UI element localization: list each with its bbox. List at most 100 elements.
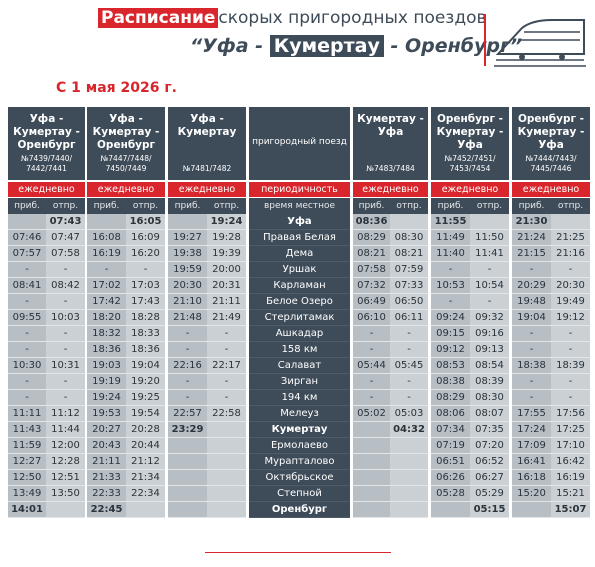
depart-time: 16:42	[551, 454, 590, 470]
depart-time: 07:58	[46, 246, 85, 262]
depart-time	[390, 454, 428, 470]
local-time-label: время местное	[249, 198, 350, 214]
train-periodicity: ежедневно	[87, 182, 165, 197]
station-name: Салават	[249, 358, 350, 374]
arrive-time: 19:27	[168, 230, 207, 246]
depart-time: 12:28	[46, 454, 85, 470]
arrive-time: 07:57	[8, 246, 46, 262]
train-numbers: №7483/7484	[366, 164, 415, 173]
arrive-time: 17:42	[87, 294, 126, 310]
arrive-time: 18:36	[87, 342, 126, 358]
arrive-time: 16:18	[512, 470, 551, 486]
depart-time: 10:54	[470, 278, 509, 294]
arrive-time: 11:43	[8, 422, 46, 438]
arrive-time: -	[8, 342, 46, 358]
arrive-time	[168, 486, 207, 502]
depart-time	[207, 438, 246, 454]
depart-time: 12:51	[46, 470, 85, 486]
arrive-time: 06:49	[353, 294, 390, 310]
train-header: Оренбург - Кумертау - Уфа №7452/7451/ 745…	[431, 107, 509, 180]
depart-time: -	[551, 390, 590, 406]
depart-time	[207, 470, 246, 486]
arrive-time: 18:20	[87, 310, 126, 326]
arrive-label: приб.	[8, 198, 46, 214]
depart-time: -	[551, 262, 590, 278]
station-name: Белое Озеро	[249, 294, 350, 310]
arrive-time	[168, 214, 207, 230]
depart-time: 11:44	[46, 422, 85, 438]
depart-time: 17:43	[126, 294, 165, 310]
arrive-time: 06:51	[431, 454, 470, 470]
arrive-time	[353, 422, 390, 438]
arrive-time: 18:32	[87, 326, 126, 342]
arrive-time: 11:11	[8, 406, 46, 422]
train-numbers: №7444/7443/ 7445/7446	[525, 154, 577, 173]
title-rest: скорых пригородных поездов	[218, 8, 487, 28]
station-name: Степной	[249, 486, 350, 502]
depart-time: -	[390, 374, 428, 390]
arrive-time	[353, 438, 390, 454]
depart-time: 05:15	[470, 502, 509, 518]
arrive-time: 15:20	[512, 486, 551, 502]
footer-line	[205, 552, 391, 553]
train-numbers: №7452/7451/ 7453/7454	[444, 154, 496, 173]
station-name: Кумертау	[249, 422, 350, 438]
arrive-time: 08:29	[353, 230, 390, 246]
train-route: Уфа - Кумертау - Оренбург	[13, 113, 80, 151]
arrive-time: -	[87, 262, 126, 278]
arrive-time: 17:55	[512, 406, 551, 422]
depart-time: 17:03	[126, 278, 165, 294]
depart-time: -	[46, 294, 85, 310]
route-start: “Уфа -	[190, 35, 270, 57]
depart-time: 21:11	[207, 294, 246, 310]
arrive-time	[353, 502, 390, 518]
train-route: Уфа - Кумертау	[177, 113, 237, 138]
arrive-time: 19:53	[87, 406, 126, 422]
depart-time: 09:13	[470, 342, 509, 358]
arrive-time	[8, 214, 46, 230]
station-name: Мелеуз	[249, 406, 350, 422]
depart-time: 20:30	[551, 278, 590, 294]
route-end: - Оренбург”	[383, 35, 523, 57]
arrive-time	[353, 486, 390, 502]
depart-time: 20:28	[126, 422, 165, 438]
arrive-time	[353, 454, 390, 470]
depart-time: 22:34	[126, 486, 165, 502]
arrive-time: -	[512, 342, 551, 358]
arrive-time: 12:27	[8, 454, 46, 470]
depart-time	[390, 438, 428, 454]
depart-time: -	[470, 262, 509, 278]
depart-time: -	[390, 390, 428, 406]
depart-time: -	[390, 342, 428, 358]
arrive-time: 09:55	[8, 310, 46, 326]
route-highlight: Кумертау	[269, 35, 384, 57]
arrive-time: 21:11	[87, 454, 126, 470]
arrive-time	[353, 470, 390, 486]
arrive-time: 19:59	[168, 262, 207, 278]
depart-time: -	[46, 374, 85, 390]
depart-time: 09:16	[470, 326, 509, 342]
arrive-time: 11:59	[8, 438, 46, 454]
depart-time: 22:58	[207, 406, 246, 422]
arrive-time: 14:01	[8, 502, 46, 518]
depart-time: 08:54	[470, 358, 509, 374]
arrive-time: 19:48	[512, 294, 551, 310]
arrive-time: 17:02	[87, 278, 126, 294]
arrive-time: 07:19	[431, 438, 470, 454]
arrive-time: 08:06	[431, 406, 470, 422]
depart-time: -	[390, 326, 428, 342]
arrive-time: 21:15	[512, 246, 551, 262]
title-highlight: Расписание	[98, 8, 219, 28]
arrive-time: 05:02	[353, 406, 390, 422]
depart-time: 19:39	[207, 246, 246, 262]
depart-time: 05:29	[470, 486, 509, 502]
arrive-time	[512, 502, 551, 518]
depart-time: -	[551, 374, 590, 390]
station-name: Оренбург	[249, 502, 350, 518]
arrive-label: приб.	[353, 198, 390, 214]
train-numbers: №7439/7440/ 7442/7441	[20, 154, 73, 173]
depart-time: 09:32	[470, 310, 509, 326]
arrive-time: 11:55	[431, 214, 470, 230]
depart-time: 21:16	[551, 246, 590, 262]
train-header: Уфа - Кумертау - Оренбург №7439/7440/ 744…	[8, 107, 85, 180]
